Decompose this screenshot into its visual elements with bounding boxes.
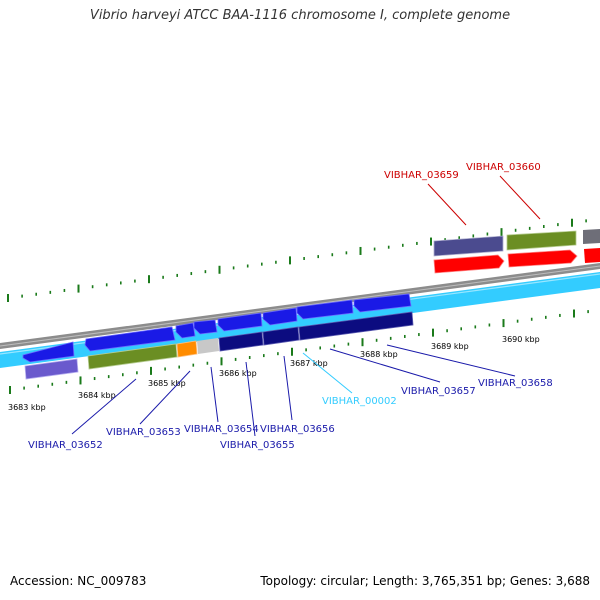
forward-strand-arrows <box>433 248 600 274</box>
gene-block-orange[interactable] <box>176 340 198 358</box>
label-leaders <box>71 175 541 437</box>
gene-arrow-rev-8[interactable] <box>353 293 412 313</box>
gene-arrow-rev-2[interactable] <box>84 326 176 352</box>
genome-summary: Topology: circular; Length: 3,765,351 bp… <box>260 574 590 588</box>
strand-band-light <box>0 272 600 368</box>
locus-label-vibhar-03660[interactable]: VIBHAR_03660 <box>466 162 541 173</box>
locus-label-vibhar-03655[interactable]: VIBHAR_03655 <box>220 440 295 451</box>
locus-label-vibhar-00002[interactable]: VIBHAR_00002 <box>322 396 397 407</box>
reverse-strand-blocks <box>24 311 414 380</box>
forward-strand-top-genes <box>433 229 600 257</box>
locus-labels: VIBHAR_03652 VIBHAR_03653 VIBHAR_03654 V… <box>28 162 553 451</box>
gene-arrow-rev-3[interactable] <box>175 322 196 339</box>
gene-arrow-rev-6[interactable] <box>262 307 298 326</box>
reverse-strand-arrows <box>22 293 412 363</box>
gene-arrow-vibhar-03659[interactable] <box>433 254 505 274</box>
gene-arrow-rev-1[interactable] <box>22 341 75 363</box>
scale-label: 3685 kbp <box>148 379 186 388</box>
scale-labels: 3683 kbp 3684 kbp 3685 kbp 3686 kbp 3687… <box>8 335 540 412</box>
gene-block-dark-3[interactable] <box>298 311 414 341</box>
locus-label-vibhar-03654[interactable]: VIBHAR_03654 <box>184 424 259 435</box>
scale-label: 3684 kbp <box>78 391 116 400</box>
gene-block-grey[interactable] <box>583 229 600 244</box>
locus-label-vibhar-03652[interactable]: VIBHAR_03652 <box>28 440 103 451</box>
locus-label-vibhar-03657[interactable]: VIBHAR_03657 <box>401 386 476 397</box>
scale-label: 3690 kbp <box>502 335 540 344</box>
gene-arrow-offscreen[interactable] <box>584 248 600 263</box>
locus-label-vibhar-03659[interactable]: VIBHAR_03659 <box>384 170 459 181</box>
gene-block-dark-2[interactable] <box>262 326 300 346</box>
gene-block-slate[interactable] <box>433 235 504 257</box>
locus-label-vibhar-03653[interactable]: VIBHAR_03653 <box>106 427 181 438</box>
locus-label-vibhar-03658[interactable]: VIBHAR_03658 <box>478 378 553 389</box>
scale-label: 3683 kbp <box>8 403 46 412</box>
scale-label: 3689 kbp <box>431 342 469 351</box>
gene-block-olive[interactable] <box>506 230 577 251</box>
gene-block-dark-1[interactable] <box>218 331 264 352</box>
outer-tick-ring <box>7 218 587 302</box>
scale-label: 3688 kbp <box>360 350 398 359</box>
page-title: Vibrio harveyi ATCC BAA-1116 chromosome … <box>89 8 511 23</box>
gene-block-periwinkle[interactable] <box>24 358 79 380</box>
accession-label: Accession: NC_009783 <box>10 574 147 588</box>
scale-label: 3686 kbp <box>219 369 257 378</box>
gene-arrow-rev-5[interactable] <box>217 312 263 332</box>
backbone-arc <box>0 263 600 349</box>
gene-arrow-rev-7[interactable] <box>296 299 354 320</box>
inner-tick-ring <box>9 309 589 394</box>
gene-block-grey-2[interactable] <box>197 338 219 354</box>
locus-label-vibhar-03656[interactable]: VIBHAR_03656 <box>260 424 335 435</box>
gene-arrow-rev-4[interactable] <box>193 319 218 335</box>
scale-label: 3687 kbp <box>290 359 328 368</box>
gene-block-olive-2[interactable] <box>87 343 178 370</box>
gene-arrow-vibhar-03660[interactable] <box>507 249 578 268</box>
